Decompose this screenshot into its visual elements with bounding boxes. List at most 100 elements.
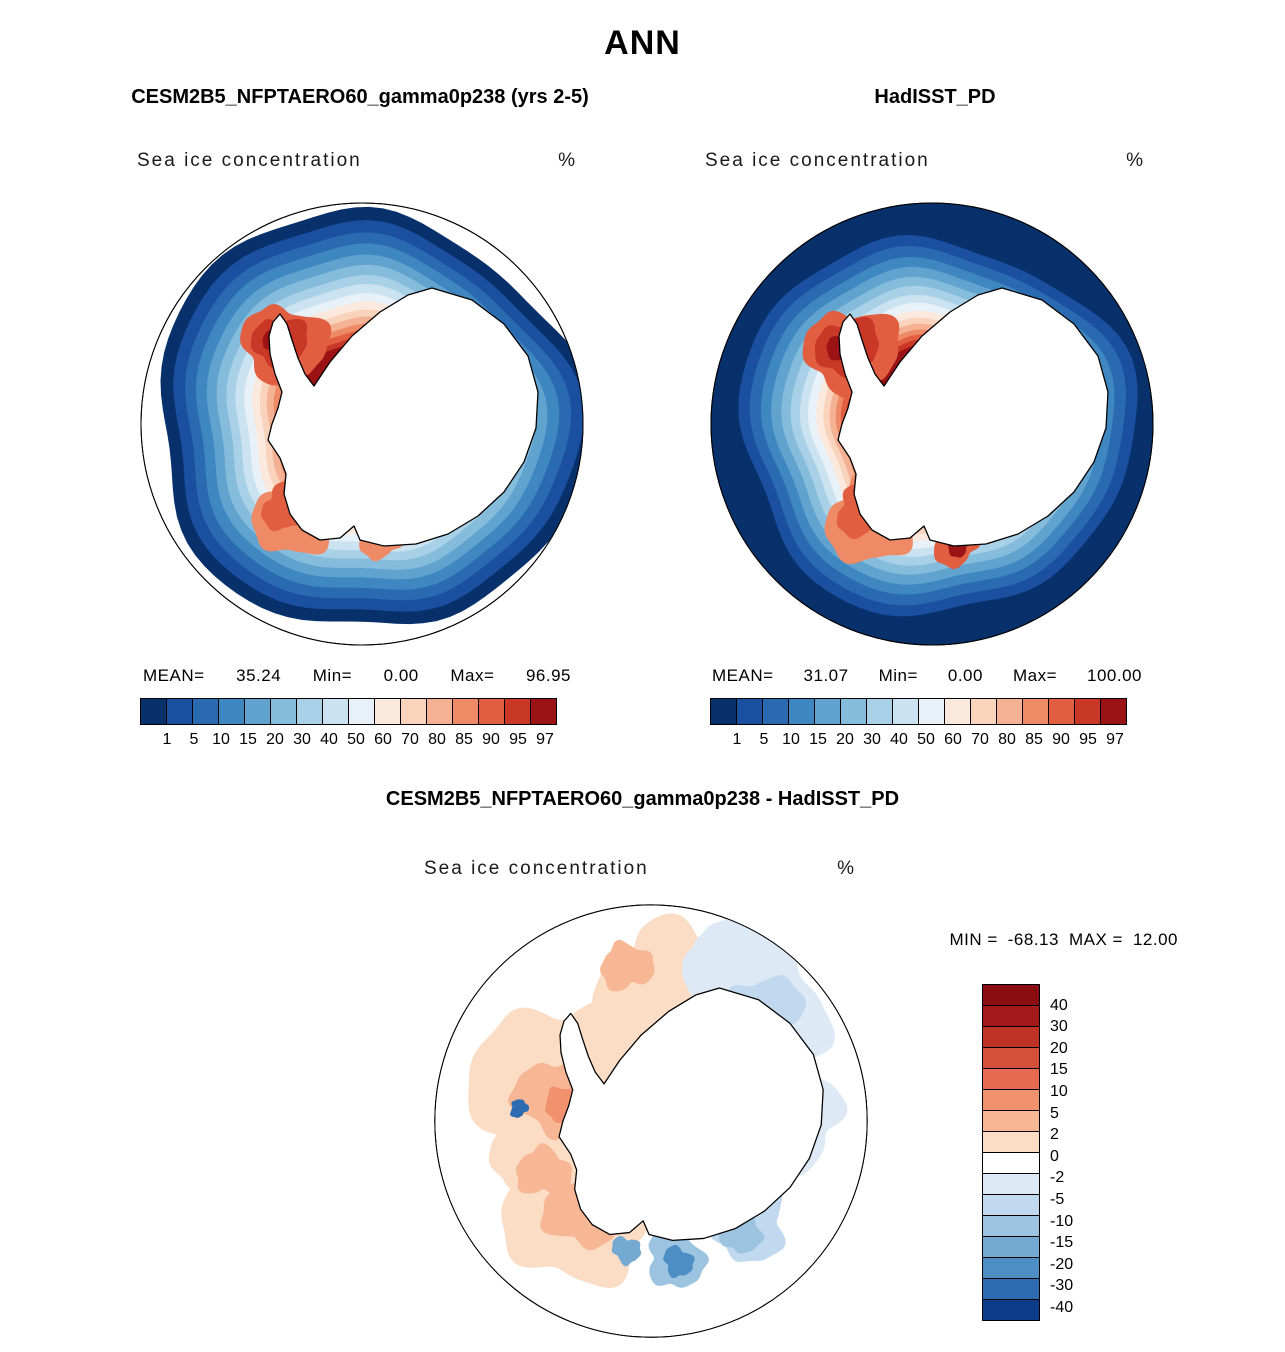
diff-colorbar-cell [982,1047,1040,1069]
colorbar-tick-label: 1 [162,731,172,748]
diff-colorbar-cell [982,1299,1040,1321]
colorbar-tick-label: 5 [759,731,769,748]
colorbar-cell [1100,698,1127,725]
colorbar-tick-label: 90 [1052,731,1070,748]
obs-variable-label: Sea ice concentration [705,150,930,171]
min-value: 0.00 [383,666,419,685]
colorbar-tick-label: 40 [320,731,338,748]
colorbar-cell [400,698,427,725]
model-colorbar-ticks: 1 5 10 15 20 30 40 50 60 70 80 85 90 95 97 [140,731,572,751]
diff-colorbar-cell [982,1131,1040,1153]
colorbar-cell [996,698,1023,725]
mean-label: MEAN= [712,666,774,685]
diff-colorbar-tick-label: -10 [1050,1212,1074,1230]
mean-value: 31.07 [803,666,849,685]
colorbar-tick-label: 60 [374,731,392,748]
diff-colorbar-cell [982,1068,1040,1090]
diff-colorbar-cell [982,984,1040,1006]
colorbar-cell [478,698,505,725]
colorbar-cell [918,698,945,725]
diff-colorbar-cell [982,1152,1040,1174]
colorbar-tick-label: 20 [266,731,284,748]
colorbar-tick-label: 97 [1106,731,1124,748]
colorbar-cell [944,698,971,725]
colorbar-cell [710,698,737,725]
colorbar-tick-label: 80 [998,731,1016,748]
colorbar-tick-label: 85 [455,731,473,748]
diff-colorbar-tick-label: 2 [1050,1126,1059,1144]
colorbar-tick-label: 30 [863,731,881,748]
colorbar-tick-label: 50 [917,731,935,748]
diff-colorbar-tick-label: 30 [1050,1018,1068,1036]
colorbar-tick-label: 20 [836,731,854,748]
colorbar-cell [504,698,531,725]
diff-map [434,904,868,1338]
colorbar-tick-label: 40 [890,731,908,748]
colorbar-cell [322,698,349,725]
colorbar-tick-label: 85 [1025,731,1043,748]
diff-colorbar-cell [982,1257,1040,1279]
diff-colorbar-tick-label: -20 [1050,1255,1074,1273]
model-panel-title: CESM2B5_NFPTAERO60_gamma0p238 (yrs 2-5) [131,86,589,108]
colorbar-tick-label: 70 [401,731,419,748]
colorbar-tick-label: 15 [809,731,827,748]
mean-value: 35.24 [236,666,282,685]
colorbar-tick-label: 60 [944,731,962,748]
colorbar-cell [814,698,841,725]
max-label: Max= [1012,666,1057,685]
obs-map [710,202,1154,646]
max-value: 12.00 [1132,930,1178,949]
colorbar-cell [1022,698,1049,725]
diff-colorbar-cell [982,1089,1040,1111]
diff-subtitle-row: Sea ice concentration % [424,858,856,880]
colorbar-cell [970,698,997,725]
page-title: ANN [604,24,681,62]
diff-stats-row: MIN = -68.13 MAX = 12.00 [878,930,1178,950]
colorbar-cell [736,698,763,725]
colorbar-tick-label: 10 [212,731,230,748]
max-value: 96.95 [525,666,571,685]
diff-colorbar-tick-label: 15 [1050,1061,1068,1079]
diff-panel-title: CESM2B5_NFPTAERO60_gamma0p238 - HadISST_… [385,788,900,810]
diff-colorbar-cell [982,1026,1040,1048]
diff-colorbar-tick-label: 10 [1050,1083,1068,1100]
diff-colorbar-cell [982,1215,1040,1237]
min-value: -68.13 [1007,930,1059,949]
diff-colorbar-cell [982,1110,1040,1132]
colorbar-cell [218,698,245,725]
diff-colorbar-cell [982,1005,1040,1027]
obs-units-label: % [1126,150,1145,171]
colorbar-tick-label: 15 [239,731,257,748]
max-value: 100.00 [1086,666,1142,685]
diff-colorbar-tick-label: 20 [1050,1039,1068,1057]
colorbar-tick-label: 95 [1079,731,1097,748]
colorbar-tick-label: 50 [347,731,365,748]
min-label: Min= [312,666,353,685]
obs-stats-row: MEAN= 31.07 Min= 0.00 Max= 100.00 [712,666,1142,686]
diff-colorbar [982,984,1040,1321]
colorbar-cell [1048,698,1075,725]
diff-colorbar-tick-label: 5 [1050,1104,1059,1122]
obs-subtitle-row: Sea ice concentration % [705,150,1145,172]
colorbar-cell [892,698,919,725]
min-label: MIN = [949,930,998,949]
colorbar-cell [840,698,867,725]
diff-colorbar-labels: 40 30 20 15 10 5 2 0 -2 -5 -10 -15 -20 -30 -40 [1050,984,1110,1340]
colorbar-cell [530,698,557,725]
colorbar-cell [788,698,815,725]
obs-colorbar-ticks: 1 5 10 15 20 30 40 50 60 70 80 85 90 95 97 [710,731,1142,751]
diff-colorbar-tick-label: -40 [1050,1299,1074,1316]
model-colorbar [140,698,557,725]
model-units-label: % [558,150,577,171]
colorbar-tick-label: 1 [732,731,742,748]
colorbar-cell [1074,698,1101,725]
colorbar-cell [348,698,375,725]
colorbar-cell [140,698,167,725]
diff-colorbar-cell [982,1173,1040,1195]
min-label: Min= [878,666,918,685]
diff-colorbar-tick-label: 40 [1050,996,1068,1014]
obs-colorbar [710,698,1127,725]
obs-panel-title: HadISST_PD [874,86,996,108]
colorbar-tick-label: 10 [782,731,800,748]
